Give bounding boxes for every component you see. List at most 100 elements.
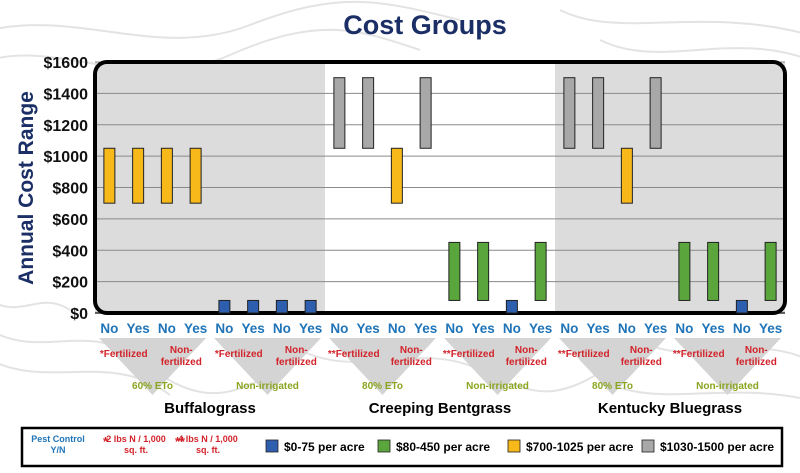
y-tick-label: $800 [52, 181, 88, 198]
x-category-label: Yes [471, 321, 494, 336]
range-bar [707, 241, 720, 301]
note-marker: * [103, 434, 109, 449]
range-bar [103, 147, 116, 204]
range-bar [563, 77, 576, 149]
range-bars [103, 77, 777, 314]
y-tick-label: $0 [70, 306, 88, 323]
range-bar [477, 241, 490, 301]
fertilizer-label-line: *Fertilized [100, 349, 148, 360]
range-bar [649, 77, 662, 149]
x-category-label: Yes [586, 321, 609, 336]
funnel-right [444, 338, 551, 395]
range-bar [678, 241, 691, 301]
fertilizer-label: **Fertilized [443, 349, 495, 360]
legend-swatch [377, 439, 391, 453]
fertilizer-label: Non-fertilized [161, 345, 202, 368]
range-bar [218, 299, 231, 314]
fertilizer-label-line: Non- [630, 345, 653, 356]
range-bar [534, 241, 547, 301]
range-bar [189, 147, 202, 204]
fertilizer-label-line: Non- [745, 345, 768, 356]
fertilizer-label-line: Non- [400, 345, 423, 356]
range-bar [764, 241, 777, 301]
legend-label: $80-450 per acre [396, 440, 490, 454]
y-tick-label: $400 [52, 243, 88, 260]
range-bar [304, 299, 317, 314]
x-category-label: No [273, 321, 291, 336]
fertilizer-label: **Fertilized [673, 349, 725, 360]
plot-frame [93, 60, 787, 315]
topo-line [0, 301, 71, 311]
legend-box [20, 426, 784, 468]
range-bar [390, 147, 403, 204]
fertilizer-label-line: **Fertilized [673, 349, 725, 360]
range-bar [620, 147, 633, 204]
range-bar [592, 77, 605, 149]
legend-note: 2 lbs N / 1,000 sq. ft. [106, 434, 166, 455]
range-bar [333, 77, 346, 149]
range-bar [448, 241, 461, 301]
grass-type-label: Creeping Bentgrass [369, 400, 512, 417]
legend-note-line: Y/N [50, 445, 65, 455]
fertilizer-label: **Fertilized [558, 349, 610, 360]
legend-note: 4 lbs N / 1,000 sq. ft. [178, 434, 238, 455]
fertilizer-label-line: Non- [285, 345, 308, 356]
fertilizer-label-line: *Fertilized [215, 349, 263, 360]
irrigation-label: Non-irrigated [466, 381, 529, 392]
x-category-label: Yes [241, 321, 264, 336]
fertilizer-label-line: fertilized [506, 357, 547, 368]
x-category-label: Yes [184, 321, 207, 336]
range-bar [419, 77, 432, 149]
fertilizer-label-line: Non- [515, 345, 538, 356]
eto-label: 80% ETo [362, 381, 403, 392]
x-category-label: No [560, 321, 578, 336]
y-tick-label: $1200 [44, 118, 89, 135]
funnel-left [99, 338, 206, 395]
legend-swatch [507, 439, 521, 453]
x-category-label: No [503, 321, 521, 336]
y-tick-label: $200 [52, 275, 88, 292]
topo-line [599, 39, 800, 58]
x-category-label: No [445, 321, 463, 336]
fertilizer-label: Non-fertilized [736, 345, 777, 368]
range-bar [275, 299, 288, 314]
legend-note-line: sq. ft. [196, 445, 220, 455]
range-bar [247, 299, 260, 314]
x-category-label: Yes [356, 321, 379, 336]
fertilizer-label-line: fertilized [621, 357, 662, 368]
legend: Pest Control Y/N*2 lbs N / 1,000 sq. ft.**… [20, 426, 784, 468]
range-bar [735, 299, 748, 314]
irrigation-label: Non-irrigated [696, 381, 759, 392]
legend-swatch [641, 439, 655, 453]
fertilizer-label-line: Non- [170, 345, 193, 356]
note-marker: ** [175, 434, 186, 449]
x-axis-categories: No Yes No Yes No Yes No Yes No Yes No Yes No Yes No Yes… [100, 321, 782, 336]
topo-line [0, 0, 461, 39]
fertilizer-label: Non-fertilized [621, 345, 662, 368]
fertilizer-label-line: fertilized [391, 357, 432, 368]
legend-note-line: sq. ft. [124, 445, 148, 455]
topo-line [599, 379, 800, 400]
x-category-label: Yes [126, 321, 149, 336]
x-category-label: No [388, 321, 406, 336]
fertilizer-label: Non-fertilized [276, 345, 317, 368]
range-bar [505, 299, 518, 314]
x-category-label: Yes [701, 321, 724, 336]
eto-label: 80% ETo [592, 381, 633, 392]
x-category-label: Yes [414, 321, 437, 336]
fertilizer-label: **Fertilized [328, 349, 380, 360]
x-category-label: No [330, 321, 348, 336]
range-bar [362, 77, 375, 149]
group-annotations: *Fertilized Non-fertilized *Fertilized Non-… [99, 338, 781, 417]
legend-note-line: 2 lbs N / 1,000 [106, 434, 166, 444]
x-category-label: No [675, 321, 693, 336]
legend-note-line: 4 lbs N / 1,000 [178, 434, 238, 444]
topo-line [0, 28, 421, 71]
fertilizer-label-line: **Fertilized [443, 349, 495, 360]
eto-label: 60% ETo [132, 381, 173, 392]
legend-note-line: Pest Control [31, 434, 85, 444]
fertilizer-label-line: fertilized [736, 357, 777, 368]
legend-swatch [265, 439, 279, 453]
